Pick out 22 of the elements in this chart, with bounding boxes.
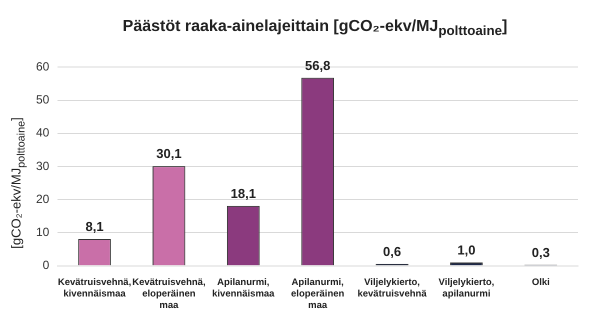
- y-tick-label: 40: [36, 126, 50, 140]
- x-tick-label: Apilanurmi, eloperäinen maa: [291, 277, 345, 311]
- x-tick-label: Olki: [532, 277, 550, 288]
- x-tick-label: Kevätruisvehnä, eloperäinen maa: [132, 277, 206, 311]
- y-tick-label: 20: [36, 192, 50, 206]
- data-label: 18,1: [230, 186, 256, 201]
- data-label: 0,3: [532, 244, 550, 260]
- y-tick-label: 0: [42, 258, 50, 272]
- y-tick-label: 60: [36, 60, 50, 74]
- chart-title: Päästöt raaka-ainelajeittain [gCO₂-ekv/MJ$_{polttoaine}$]: [122, 17, 508, 40]
- data-label: 56,8: [305, 58, 330, 73]
- data-label: 30,1: [156, 146, 182, 162]
- x-tick-label: Apilanurmi, kivennäismaa: [212, 277, 276, 300]
- data-label: 0,6: [383, 244, 402, 259]
- y-tick-label: 50: [36, 92, 50, 107]
- x-tick-label: Viljelykierto, kevätruisvehnä: [357, 277, 428, 300]
- data-label: 8,1: [86, 219, 104, 234]
- y-tick-label: 30: [36, 158, 50, 173]
- y-tick-label: 10: [36, 225, 50, 240]
- x-tick-label: Viljelykierto, apilanurmi: [438, 277, 494, 300]
- x-tick-label: Kevätruisvehnä, kivennäismaa: [58, 277, 132, 300]
- data-label: 1,0: [457, 242, 476, 258]
